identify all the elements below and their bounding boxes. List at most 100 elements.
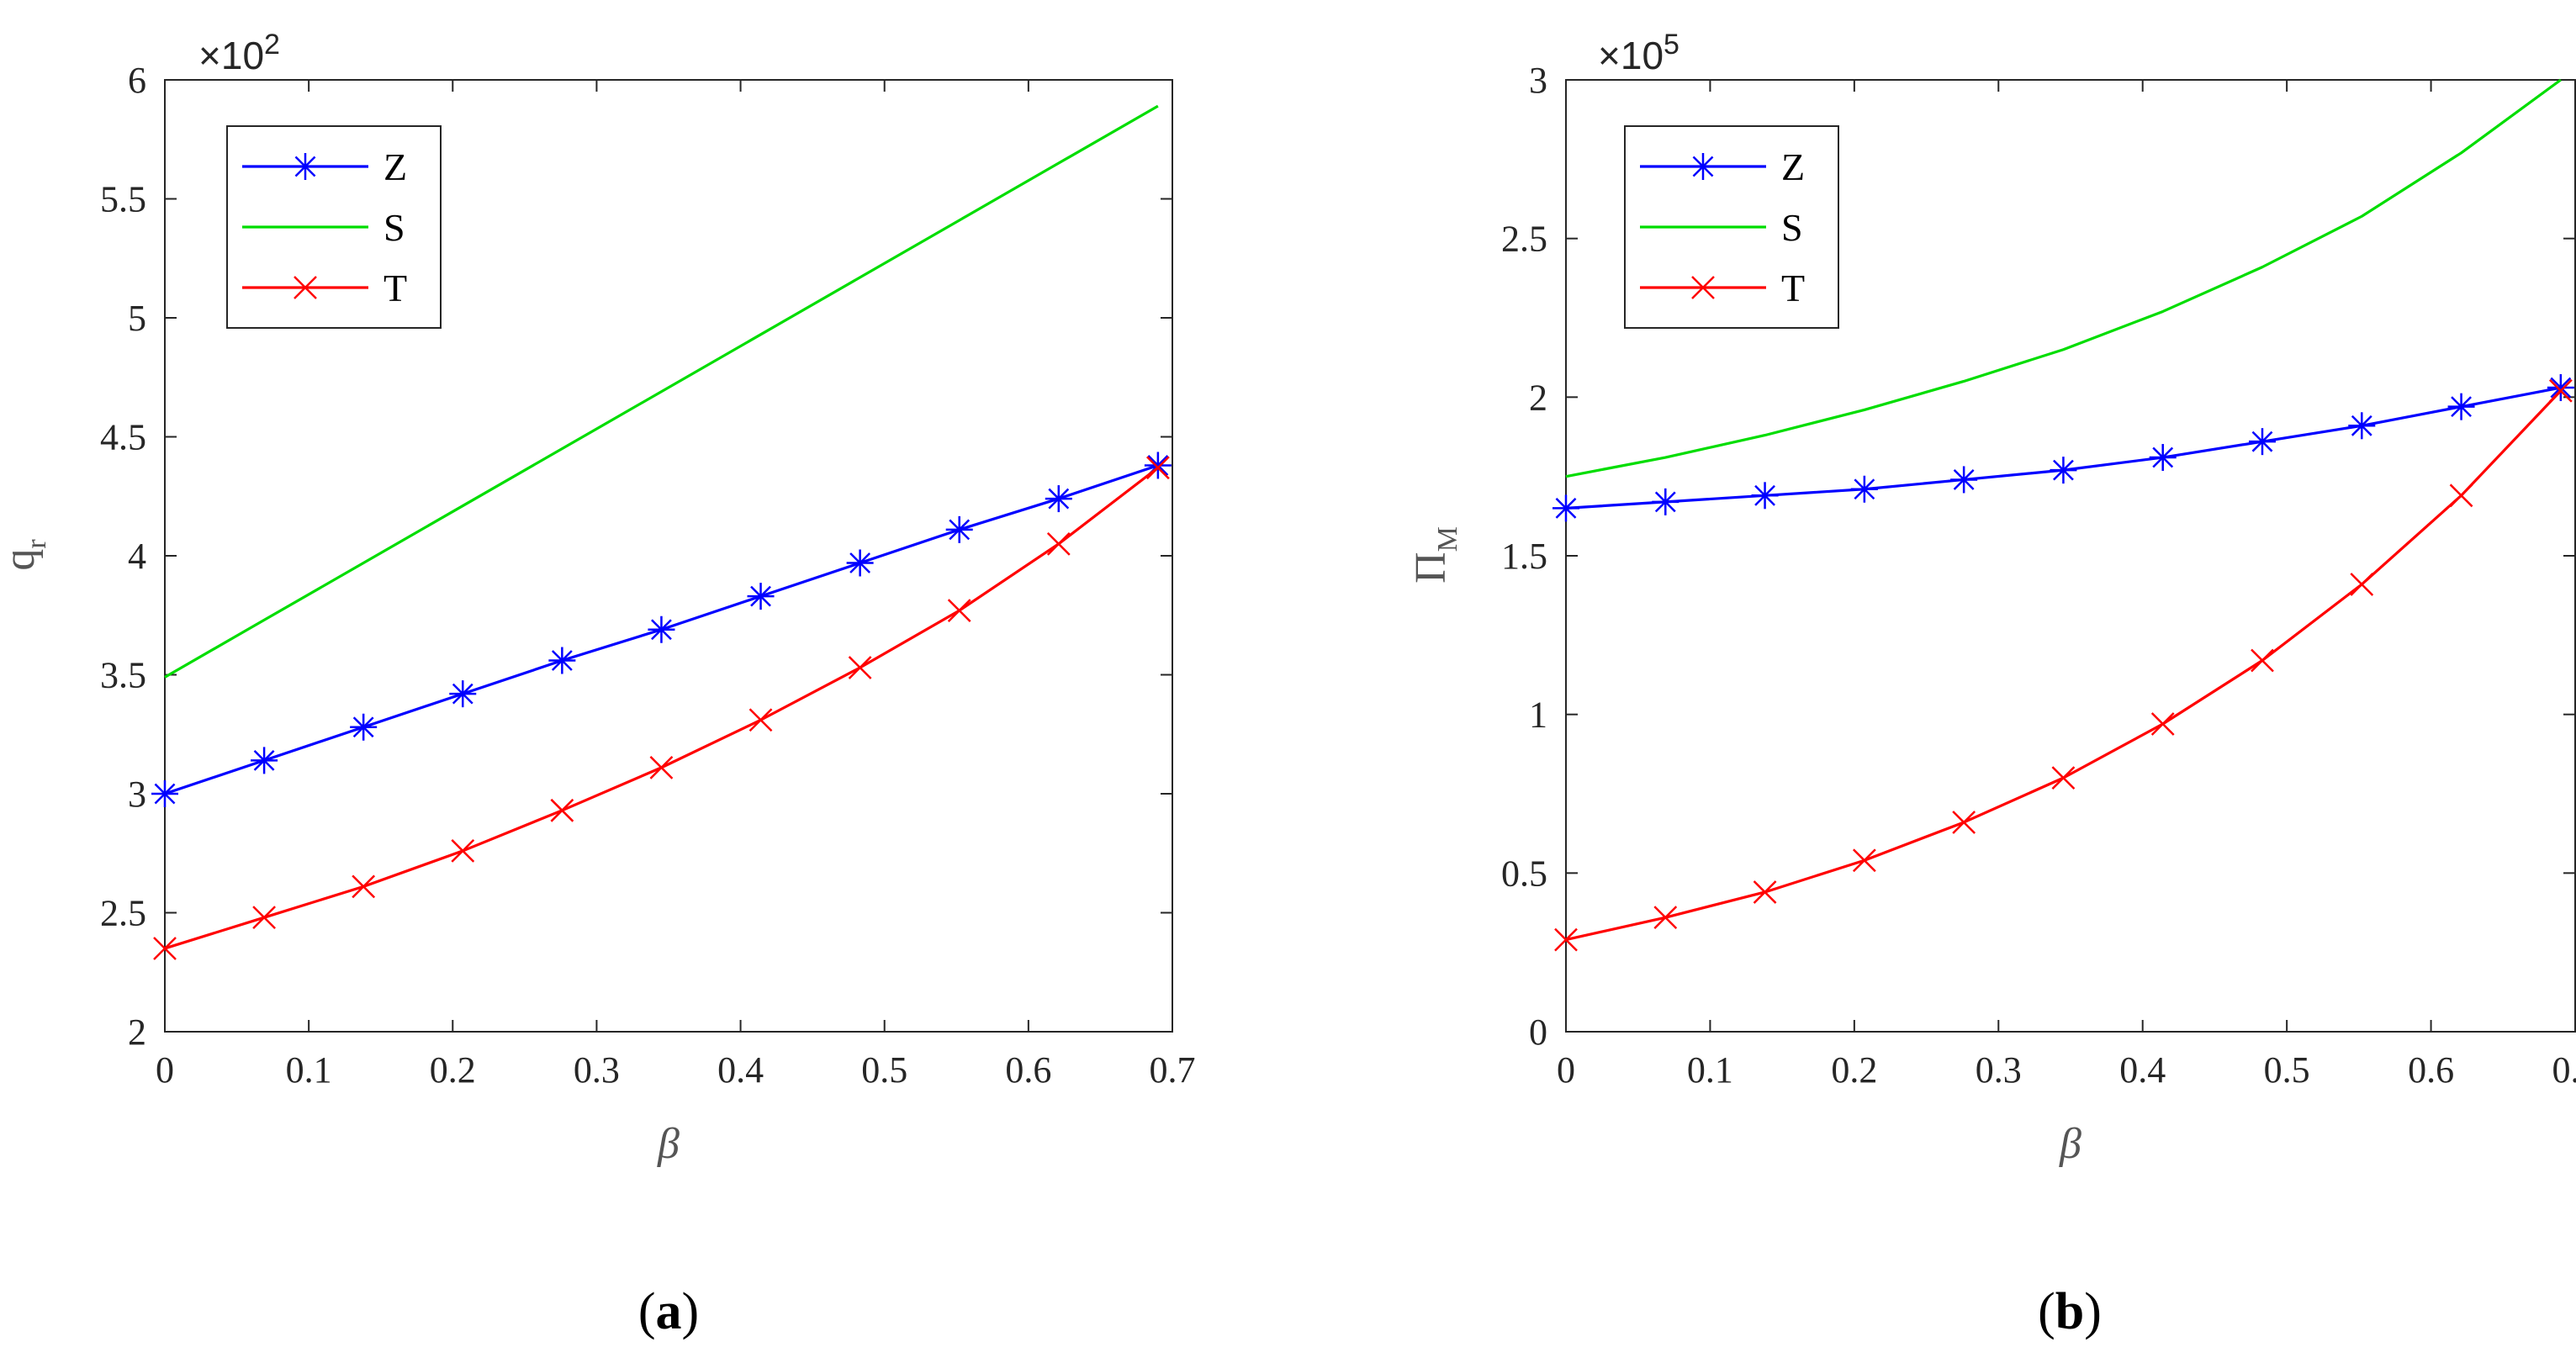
- y-axis-label-main: Π: [1407, 552, 1455, 584]
- caption-open-paren: (: [638, 1283, 656, 1340]
- x-tick-label: 0.3: [1976, 1049, 2022, 1091]
- y-tick-label: 1: [1529, 695, 1547, 736]
- marker-stroke: [1046, 531, 1071, 556]
- marker-stroke: [294, 276, 317, 299]
- data-point-t: [748, 708, 773, 732]
- x-tick-label: 0.4: [2119, 1049, 2166, 1091]
- marker-stroke: [2550, 377, 2572, 399]
- data-point-z: [2249, 428, 2276, 456]
- data-point-t: [649, 755, 674, 779]
- x-tick-label: 0.5: [861, 1049, 907, 1091]
- data-point-t: [848, 656, 872, 679]
- data-point-z: [1045, 485, 1072, 513]
- data-point-t: [1046, 531, 1071, 556]
- y-multiplier-label: ×105: [1598, 29, 1679, 77]
- marker-stroke: [1952, 811, 1976, 834]
- marker-stroke: [153, 937, 177, 960]
- x-axis-label: β: [2059, 1120, 2081, 1168]
- y-tick-label: 3: [128, 774, 146, 815]
- legend-label-t: T: [383, 267, 407, 309]
- legend-marker-t: [1691, 276, 1715, 299]
- data-point-z: [1950, 466, 1978, 494]
- legend-label-t: T: [1781, 267, 1805, 309]
- y-tick-label: 5.5: [100, 179, 146, 220]
- x-tick-label: 0.2: [430, 1049, 476, 1091]
- data-point-z: [2547, 374, 2574, 402]
- marker-stroke: [949, 519, 971, 541]
- y-tick-label: 2.5: [100, 893, 146, 934]
- data-point-t: [947, 599, 971, 622]
- marker-stroke: [1953, 469, 1975, 490]
- marker-stroke: [947, 599, 971, 622]
- marker-stroke: [748, 708, 773, 732]
- marker-stroke: [1692, 156, 1714, 177]
- data-point-z: [251, 747, 278, 774]
- caption-close-paren: ): [2084, 1283, 2102, 1340]
- data-point-t: [1852, 848, 1876, 873]
- legend-marker-z: [292, 153, 319, 180]
- x-tick-label: 0.1: [1687, 1049, 1733, 1091]
- marker-stroke: [1754, 484, 1775, 506]
- x-axis-label: β: [657, 1120, 680, 1168]
- data-point-t: [352, 874, 376, 899]
- legend-label-s: S: [383, 206, 405, 249]
- data-point-t: [252, 906, 276, 930]
- data-point-z: [449, 680, 477, 708]
- marker-stroke: [154, 783, 176, 805]
- data-point-t: [550, 798, 574, 822]
- caption-letter: b: [2055, 1283, 2084, 1340]
- y-axis-label: ΠM: [1407, 526, 1463, 584]
- data-point-z: [1652, 488, 1679, 515]
- marker-stroke: [651, 619, 672, 641]
- marker-stroke: [2251, 431, 2273, 452]
- x-tick-label: 0.2: [1831, 1049, 1877, 1091]
- marker-stroke: [2251, 648, 2274, 673]
- data-point-z: [945, 515, 973, 543]
- data-point-t: [451, 839, 475, 863]
- y-tick-label: 4: [128, 536, 146, 577]
- y-tick-label: 3: [1529, 60, 1547, 101]
- marker-stroke: [1654, 491, 1676, 513]
- marker-stroke: [2449, 483, 2473, 508]
- marker-stroke: [352, 716, 374, 738]
- y-axis-label-subscript: M: [1432, 526, 1463, 552]
- data-point-z: [648, 615, 675, 643]
- data-point-z: [2348, 412, 2376, 440]
- marker-stroke: [2451, 396, 2472, 418]
- y-tick-label: 2: [1529, 377, 1547, 418]
- y-tick-label: 0.5: [1501, 853, 1547, 894]
- marker-stroke: [1854, 478, 1875, 500]
- data-point-t: [2449, 483, 2473, 508]
- y-tick-label: 2.5: [1501, 219, 1547, 260]
- y-tick-label: 5: [128, 298, 146, 339]
- x-tick-label: 0.7: [1150, 1049, 1196, 1091]
- data-point-t: [2350, 573, 2374, 596]
- data-point-z: [1751, 482, 1779, 510]
- data-point-z: [2050, 457, 2077, 484]
- y-axis-label-subscript: r: [21, 539, 52, 549]
- marker-stroke: [294, 156, 316, 177]
- y-tick-label: 1.5: [1501, 536, 1547, 577]
- marker-stroke: [1048, 488, 1070, 510]
- chart-panel-b: 0 0.1 0.2 0.3 0.4 0.5 0.6 0.7 0 0.5 1 1.5 2 2.5 3 ×105 β…: [1407, 29, 2576, 1340]
- data-point-z: [151, 780, 178, 807]
- y-tick-label: 0: [1529, 1012, 1547, 1053]
- marker-stroke: [252, 906, 276, 930]
- legend: ZST: [1624, 125, 1839, 329]
- legend-label-z: Z: [383, 145, 407, 188]
- marker-stroke: [1653, 906, 1678, 930]
- y-multiplier-base: ×10: [1598, 34, 1664, 77]
- data-point-z: [846, 549, 874, 577]
- data-point-z: [1552, 494, 1579, 522]
- data-point-t: [1653, 906, 1678, 930]
- y-tick-label: 6: [128, 60, 146, 101]
- marker-stroke: [452, 683, 473, 705]
- x-tick-label: 0: [156, 1049, 174, 1091]
- marker-stroke: [2150, 712, 2175, 736]
- x-tick-label: 0.6: [1005, 1049, 1051, 1091]
- marker-stroke: [1753, 880, 1777, 904]
- legend-label-z: Z: [1781, 145, 1805, 188]
- marker-stroke: [2053, 459, 2074, 481]
- data-point-t: [1554, 927, 1578, 952]
